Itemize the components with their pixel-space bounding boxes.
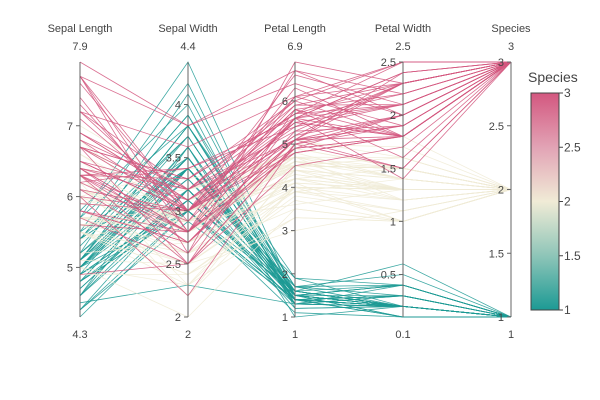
- axis-title: Petal Length: [264, 23, 326, 35]
- colorbar-tick-label: 1: [564, 303, 571, 317]
- axis-sepal-length[interactable]: Sepal Length 7.9 4.3 5 6 7: [48, 23, 113, 341]
- axis-tick-label: 6: [282, 96, 288, 108]
- colorbar-tick-label: 3: [564, 86, 571, 100]
- axis-petal-length[interactable]: Petal Length 6.9 11 2 3 4 5 6: [264, 23, 326, 341]
- axis-tick-label: 3: [175, 206, 181, 218]
- axis-tick-label: 6: [67, 192, 73, 204]
- axis-range-max: 2.5: [395, 41, 410, 53]
- colorbar-tick-label: 2.5: [564, 140, 581, 154]
- colorbar: Species 1 1.5 2 2.5 3: [528, 69, 581, 317]
- axis-range-max: 4.4: [180, 41, 195, 53]
- axis-tick-label: 2: [282, 269, 288, 281]
- axis-tick-label: 1: [390, 216, 396, 228]
- axis-range-min: 0.1: [395, 329, 410, 341]
- axis-range-min: 1: [292, 329, 298, 341]
- axis-tick-label: 2.5: [166, 259, 181, 271]
- axis-tick-label: 5: [67, 262, 73, 274]
- axis-range-min: 2: [185, 329, 191, 341]
- axis-range-max: 3: [508, 41, 514, 53]
- axis-tick-label: 4: [175, 100, 181, 112]
- axis-tick-label: 0.5: [381, 270, 396, 282]
- axis-tick-label: 1: [282, 312, 288, 324]
- axis-tick-label: 4: [282, 182, 288, 194]
- axis-tick-label: 2.5: [489, 121, 504, 133]
- axis-range-max: 7.9: [72, 41, 87, 53]
- axis-tick-label: 2: [390, 110, 396, 122]
- axis-title: Petal Width: [375, 23, 431, 35]
- colorbar-gradient: [530, 92, 560, 311]
- axis-range-min: 1: [508, 329, 514, 341]
- axis-tick-label: 7: [67, 121, 73, 133]
- colorbar-title: Species: [528, 69, 578, 85]
- axis-tick-label: 1: [498, 312, 504, 324]
- axis-title: Sepal Width: [158, 23, 217, 35]
- axis-sepal-width[interactable]: Sepal Width 4.4 22 2.5 3 3.5 4: [158, 23, 217, 341]
- axis-tick-label: 3: [282, 226, 288, 238]
- axis-tick-label: 2.5: [381, 57, 396, 69]
- colorbar-tick-label: 2: [564, 195, 571, 209]
- axis-tick-label: 3.5: [166, 153, 181, 165]
- axis-range-min: 4.3: [72, 329, 87, 341]
- axis-tick-label: 5: [282, 139, 288, 151]
- axis-petal-width[interactable]: Petal Width 2.5 0.1 0.5 1 1.5 2 2.5: [375, 23, 431, 341]
- axis-tick-label: 1.5: [381, 163, 396, 175]
- colorbar-tick-label: 1.5: [564, 249, 581, 263]
- axis-tick-label: 1.5: [489, 248, 504, 260]
- axis-range-max: 6.9: [287, 41, 302, 53]
- axis-tick-label: 2: [498, 185, 504, 197]
- axis-species[interactable]: Species 3 11 1.5 2 2.5 3: [489, 23, 531, 341]
- axis-tick-label: 2: [175, 312, 181, 324]
- axis-title: Sepal Length: [48, 23, 113, 35]
- axis-title: Species: [491, 23, 531, 35]
- axis-tick-label: 3: [498, 57, 504, 69]
